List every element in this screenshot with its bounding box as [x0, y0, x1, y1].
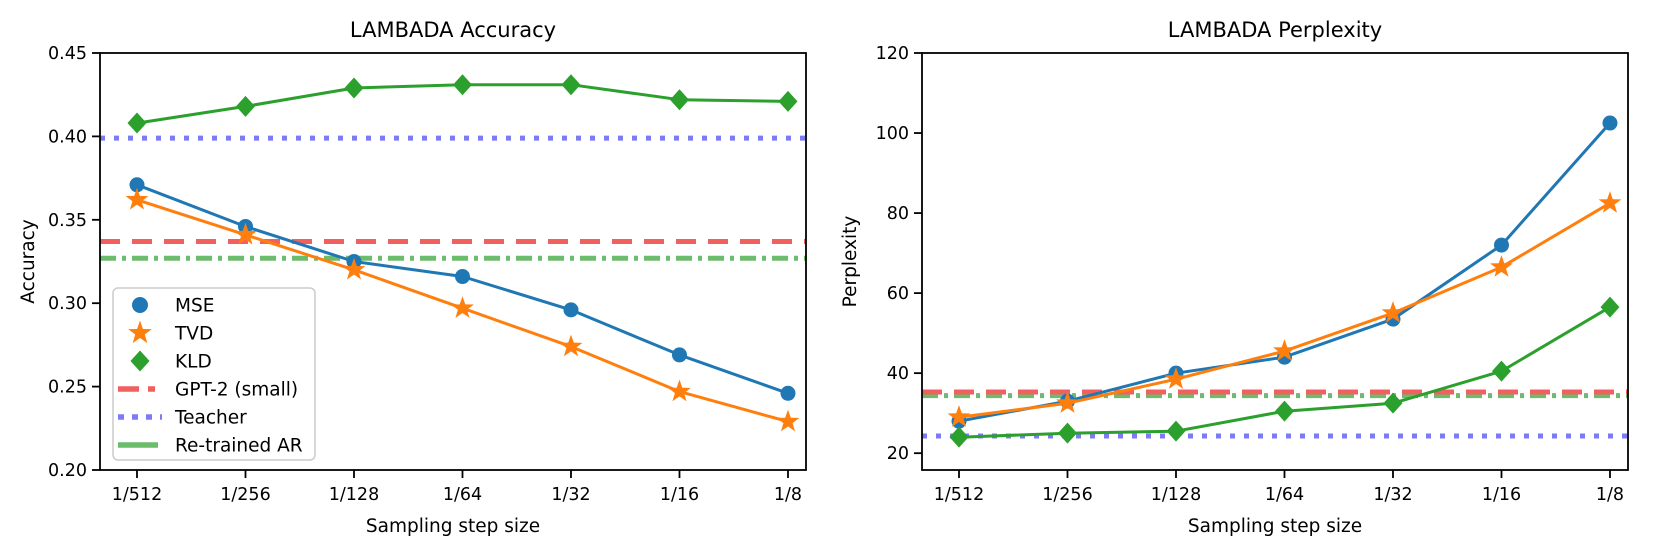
x-tick-label: 1/256 [1042, 485, 1092, 505]
x-tick-label: 1/64 [1265, 485, 1304, 505]
data-point-kld [1274, 400, 1294, 422]
data-point-mse [563, 302, 579, 318]
y-tick-label: 80 [887, 204, 909, 224]
data-point-tvd [1381, 301, 1405, 323]
data-point-tvd [234, 222, 257, 245]
data-point-tvd [1598, 191, 1622, 213]
y-tick-label: 0.40 [48, 127, 87, 147]
y-tick-label: 0.25 [48, 378, 87, 398]
data-point-tvd [451, 296, 474, 318]
legend: MSE TVD KLD GPT-2 (small) Teacher Re-trained … [112, 287, 316, 461]
x-tick-label: 1/512 [112, 485, 162, 505]
data-point-tvd [947, 405, 971, 427]
data-point-tvd [1056, 391, 1079, 413]
x-axis-label: Sampling step size [1188, 516, 1362, 537]
data-point-kld [1600, 296, 1620, 318]
x-tick-label: 1/64 [443, 485, 482, 505]
x-tick-label: 1/32 [551, 485, 590, 505]
plot-spines [99, 52, 807, 471]
y-tick-label: 40 [887, 364, 909, 384]
chart-title: LAMBADA Accuracy [350, 18, 556, 42]
data-point-mse [129, 177, 145, 193]
data-point-tvd [776, 409, 800, 432]
data-point-kld [452, 74, 472, 96]
legend-label: Teacher [174, 408, 247, 429]
series-line-tvd [957, 201, 1612, 419]
y-axis-label: Accuracy [18, 219, 39, 304]
data-point-mse [1602, 115, 1618, 131]
data-point-mse [1493, 237, 1509, 253]
data-point-tvd [668, 379, 691, 402]
y-tick-label: 100 [876, 124, 909, 144]
x-tick-label: 1/16 [1482, 485, 1521, 505]
diamond-marker-icon [130, 350, 150, 372]
legend-label: Re-trained AR [175, 436, 303, 457]
data-point-tvd [1273, 339, 1296, 361]
y-tick-label: 20 [887, 444, 909, 464]
data-point-mse [454, 269, 470, 285]
accuracy-chart: 0.20 0.25 0.30 0.35 0.40 0.45 1/512 1/256 1/128 1… [0, 0, 830, 554]
star-marker-icon [128, 320, 152, 344]
data-point-mse [671, 347, 687, 363]
x-tick-label: 1/32 [1373, 485, 1412, 505]
data-point-kld [344, 77, 364, 99]
data-point-kld [778, 90, 798, 112]
chart-canvas: 0.20 0.25 0.30 0.35 0.40 0.45 1/512 1/256 1/128 1… [18, 18, 807, 537]
data-point-kld [669, 89, 689, 111]
legend-label: KLD [175, 352, 212, 373]
legend-label: MSE [175, 296, 214, 317]
data-point-tvd [559, 334, 583, 357]
perplexity-chart: 20 40 60 80 100 120 1/512 1/256 1/128 1/64 1/32 1/1… [830, 0, 1661, 554]
chart-title: LAMBADA Perplexity [1168, 18, 1382, 42]
data-point-kld [127, 112, 147, 134]
data-point-tvd [342, 257, 366, 280]
chart-canvas: 20 40 60 80 100 120 1/512 1/256 1/128 1/64 1/32 1/1… [840, 18, 1629, 537]
x-tick-label: 1/16 [660, 485, 699, 505]
y-tick-label: 0.35 [48, 211, 87, 231]
legend-label: GPT-2 (small) [175, 380, 298, 401]
y-tick-label: 0.30 [48, 294, 87, 314]
data-point-kld [1166, 420, 1186, 442]
y-tick-label: 0.20 [48, 461, 87, 481]
data-point-tvd [1490, 255, 1513, 277]
circle-marker-icon [132, 297, 148, 313]
data-point-kld [561, 74, 581, 96]
x-tick-label: 1/128 [329, 485, 379, 505]
y-tick-label: 120 [876, 44, 909, 64]
x-tick-label: 1/8 [774, 485, 802, 505]
x-tick-label: 1/8 [1596, 485, 1624, 505]
y-tick-label: 0.45 [48, 44, 87, 64]
legend-box [112, 287, 316, 461]
y-tick-label: 60 [887, 284, 909, 304]
data-point-kld [1383, 392, 1403, 414]
data-point-mse [780, 385, 796, 401]
data-point-kld [1057, 422, 1077, 444]
data-point-kld [1491, 360, 1511, 382]
plot-spines [921, 52, 1629, 471]
data-point-kld [235, 95, 255, 117]
x-tick-label: 1/256 [220, 485, 270, 505]
x-axis-label: Sampling step size [366, 516, 540, 537]
legend-label: TVD [174, 324, 213, 345]
x-tick-label: 1/512 [934, 485, 984, 505]
y-axis-label: Perplexity [840, 216, 861, 308]
data-point-tvd [125, 187, 149, 210]
x-tick-label: 1/128 [1151, 485, 1201, 505]
data-point-tvd [1164, 367, 1188, 389]
series-line-mse [957, 121, 1612, 423]
data-point-kld [949, 426, 969, 448]
